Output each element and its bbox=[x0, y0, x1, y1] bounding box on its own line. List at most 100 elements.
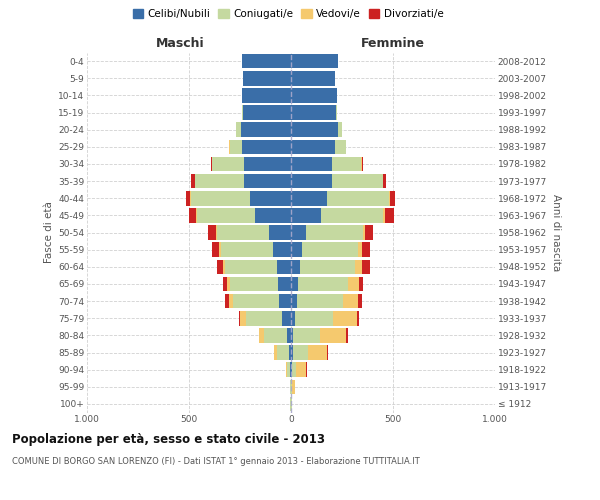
Bar bbox=[346, 328, 347, 342]
Bar bbox=[320, 328, 346, 342]
Bar bbox=[289, 345, 291, 360]
Bar bbox=[291, 54, 338, 68]
Bar bbox=[282, 311, 291, 326]
Bar bbox=[296, 362, 307, 377]
Bar bbox=[291, 294, 297, 308]
Bar bbox=[332, 174, 383, 188]
Bar bbox=[246, 311, 282, 326]
Bar bbox=[186, 191, 190, 206]
Bar bbox=[215, 225, 217, 240]
Bar bbox=[389, 191, 390, 206]
Bar bbox=[291, 362, 292, 377]
Bar bbox=[189, 208, 196, 222]
Bar bbox=[293, 345, 308, 360]
Bar bbox=[244, 174, 291, 188]
Bar bbox=[259, 328, 265, 342]
Bar bbox=[338, 122, 342, 137]
Bar bbox=[256, 208, 291, 222]
Bar bbox=[233, 294, 279, 308]
Bar bbox=[287, 328, 291, 342]
Bar bbox=[197, 208, 256, 222]
Bar bbox=[291, 345, 293, 360]
Bar bbox=[265, 328, 287, 342]
Bar bbox=[336, 105, 337, 120]
Bar bbox=[355, 260, 362, 274]
Bar bbox=[242, 140, 291, 154]
Bar bbox=[291, 122, 338, 137]
Bar bbox=[327, 191, 389, 206]
Bar bbox=[221, 242, 272, 257]
Bar bbox=[291, 71, 335, 86]
Bar bbox=[244, 156, 291, 171]
Bar bbox=[212, 242, 219, 257]
Bar bbox=[240, 311, 246, 326]
Bar bbox=[359, 276, 364, 291]
Bar bbox=[269, 225, 291, 240]
Bar bbox=[290, 362, 291, 377]
Bar bbox=[292, 380, 295, 394]
Bar bbox=[291, 260, 300, 274]
Text: Popolazione per età, sesso e stato civile - 2013: Popolazione per età, sesso e stato civil… bbox=[12, 432, 325, 446]
Bar bbox=[196, 208, 197, 222]
Bar bbox=[291, 276, 298, 291]
Bar bbox=[362, 260, 370, 274]
Bar bbox=[291, 328, 293, 342]
Bar bbox=[297, 294, 343, 308]
Bar bbox=[358, 242, 362, 257]
Bar bbox=[277, 345, 289, 360]
Bar bbox=[287, 362, 290, 377]
Bar bbox=[274, 345, 277, 360]
Bar bbox=[242, 105, 243, 120]
Bar bbox=[243, 71, 291, 86]
Bar bbox=[279, 294, 291, 308]
Bar bbox=[308, 345, 328, 360]
Bar bbox=[217, 225, 269, 240]
Bar bbox=[241, 122, 291, 137]
Bar bbox=[277, 260, 291, 274]
Bar bbox=[295, 311, 333, 326]
Bar bbox=[383, 208, 385, 222]
Bar bbox=[291, 191, 327, 206]
Bar bbox=[364, 225, 365, 240]
Bar bbox=[229, 294, 233, 308]
Bar bbox=[358, 311, 359, 326]
Text: Femmine: Femmine bbox=[361, 37, 425, 50]
Bar bbox=[208, 225, 215, 240]
Bar bbox=[212, 156, 244, 171]
Bar bbox=[217, 260, 223, 274]
Bar bbox=[225, 294, 229, 308]
Bar bbox=[335, 140, 346, 154]
Bar bbox=[362, 242, 370, 257]
Bar bbox=[307, 225, 364, 240]
Bar bbox=[190, 191, 191, 206]
Y-axis label: Fasce di età: Fasce di età bbox=[44, 202, 54, 264]
Bar bbox=[362, 156, 363, 171]
Bar bbox=[365, 225, 373, 240]
Bar bbox=[291, 242, 302, 257]
Bar bbox=[333, 311, 358, 326]
Bar bbox=[291, 311, 295, 326]
Bar bbox=[219, 242, 221, 257]
Bar bbox=[300, 260, 355, 274]
Text: Maschi: Maschi bbox=[155, 37, 205, 50]
Bar bbox=[383, 174, 386, 188]
Legend: Celibi/Nubili, Coniugati/e, Vedovi/e, Divorziati/e: Celibi/Nubili, Coniugati/e, Vedovi/e, Di… bbox=[128, 5, 448, 24]
Bar bbox=[291, 174, 332, 188]
Bar bbox=[242, 88, 291, 102]
Bar bbox=[292, 362, 296, 377]
Text: COMUNE DI BORGO SAN LORENZO (FI) - Dati ISTAT 1° gennaio 2013 - Elaborazione TUT: COMUNE DI BORGO SAN LORENZO (FI) - Dati … bbox=[12, 458, 420, 466]
Bar bbox=[195, 174, 244, 188]
Bar bbox=[298, 276, 348, 291]
Bar bbox=[291, 140, 335, 154]
Bar bbox=[343, 294, 358, 308]
Bar bbox=[239, 311, 240, 326]
Bar bbox=[358, 294, 362, 308]
Bar bbox=[302, 242, 358, 257]
Bar bbox=[291, 225, 307, 240]
Bar bbox=[272, 242, 291, 257]
Bar bbox=[332, 156, 361, 171]
Bar bbox=[230, 140, 242, 154]
Bar bbox=[227, 276, 230, 291]
Bar bbox=[225, 260, 277, 274]
Bar bbox=[223, 276, 227, 291]
